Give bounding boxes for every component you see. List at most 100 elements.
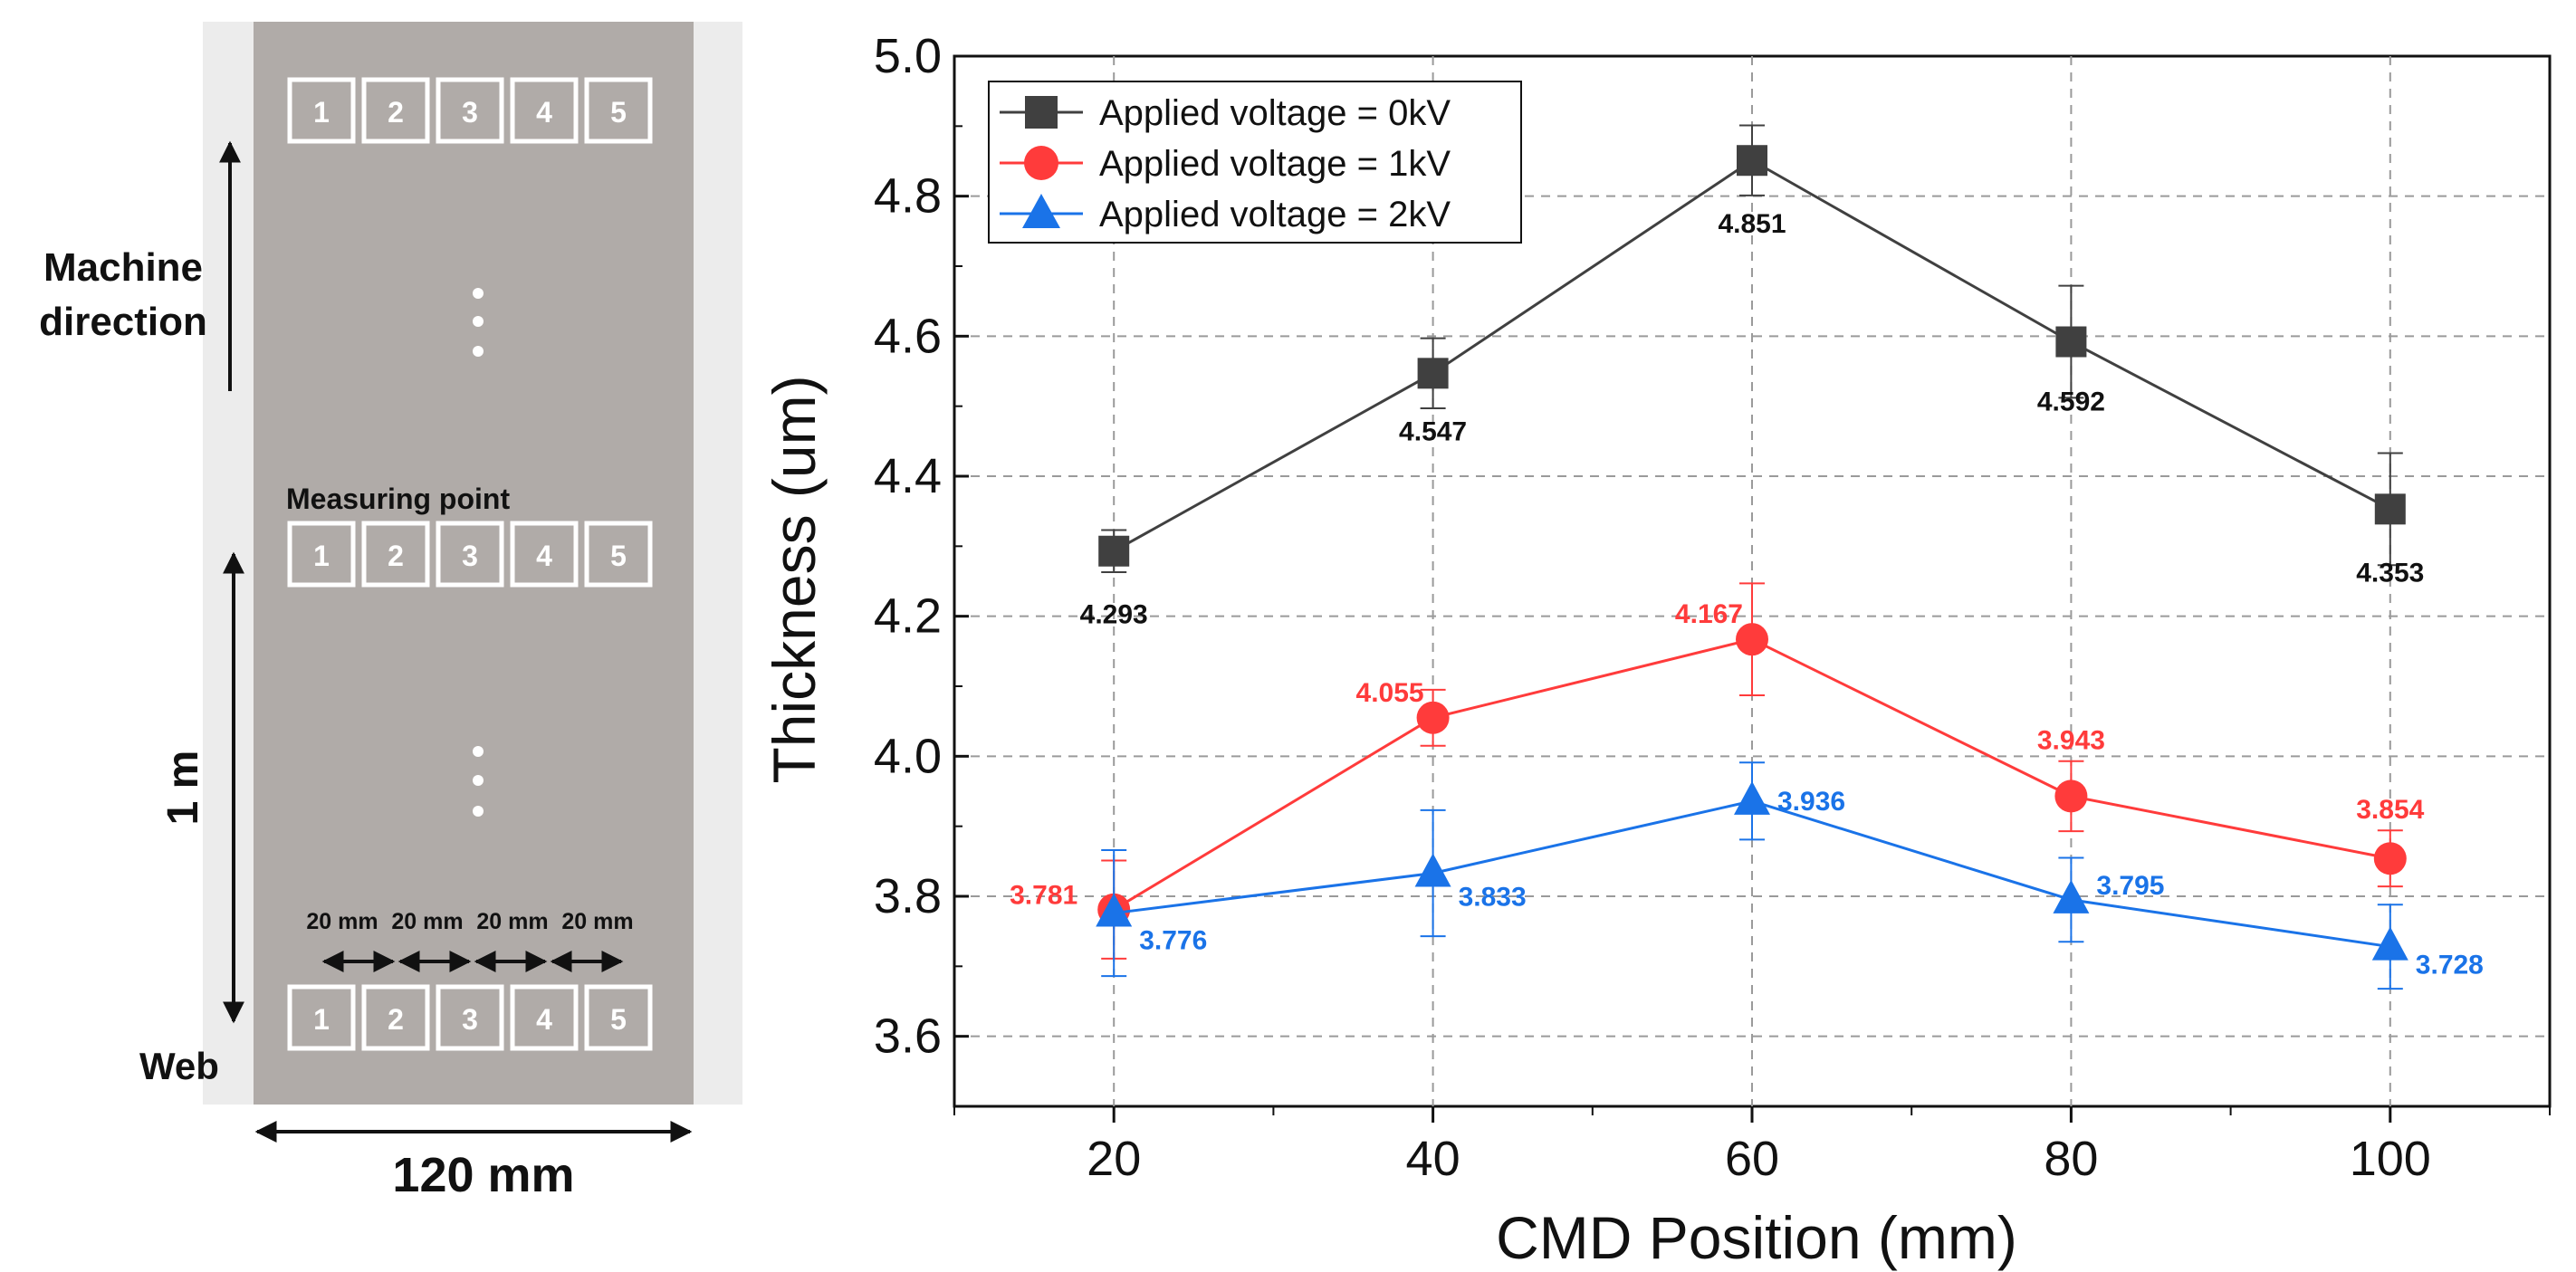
data-point	[1417, 358, 1449, 389]
legend-label: Applied voltage = 1kV	[1099, 144, 1451, 184]
x-tick-label: 80	[2044, 1132, 2098, 1186]
data-label: 4.592	[2037, 387, 2105, 417]
width-label: 120 mm	[392, 1148, 574, 1202]
legend-item-1kV: Applied voltage = 1kV	[1000, 144, 1451, 184]
spacing-label: 20 mm	[306, 909, 378, 934]
measuring-point-box: 2	[361, 984, 430, 1051]
measuring-point-box: 2	[361, 521, 430, 588]
measuring-point-box: 5	[584, 984, 653, 1051]
thickness-chart: 3.6 3.8 4.0 4.2 4.4 4.6 4.8 5.0 20 40 60 80 100 4.29…	[761, 29, 2552, 1271]
data-label: 4.055	[1356, 678, 1424, 708]
length-label: 1 m	[159, 751, 207, 826]
data-point	[1416, 701, 1450, 734]
spacing-label: 20 mm	[561, 909, 633, 934]
point-number: 3	[462, 1003, 478, 1036]
legend: Applied voltage = 0kV Applied voltage = …	[988, 81, 1522, 244]
y-tick-label: 4.6	[874, 309, 942, 363]
data-label: 3.943	[2037, 725, 2105, 755]
series-applied-voltage-2kv: 3.776 3.833 3.936 3.795 3.728	[1096, 761, 2484, 990]
data-label: 3.776	[1139, 926, 1207, 956]
data-point	[1734, 780, 1770, 815]
triangle-marker-icon	[1022, 194, 1060, 228]
data-point	[1098, 535, 1130, 567]
point-number: 2	[388, 1003, 404, 1036]
series-layer: 4.293 4.547 4.851 4.592 4.353 3.781 4.055 4.167…	[1010, 124, 2484, 990]
measuring-point-box: 1	[287, 77, 356, 144]
axis-ticks: 3.6 3.8 4.0 4.2 4.4 4.6 4.8 5.0 20 40 60 80 100	[874, 29, 2551, 1186]
data-point	[2054, 779, 2088, 813]
measuring-point-box: 1	[287, 984, 356, 1051]
data-point	[2055, 326, 2087, 358]
point-number: 1	[313, 540, 330, 572]
ellipsis-dots-upper	[473, 288, 484, 357]
data-point	[2374, 493, 2406, 525]
measuring-point-box: 3	[436, 77, 504, 144]
measuring-point-box: 4	[510, 984, 579, 1051]
data-label: 4.353	[2356, 558, 2424, 588]
y-tick-label: 3.6	[874, 1009, 942, 1064]
data-label: 3.795	[2096, 871, 2164, 901]
data-label: 3.936	[1777, 787, 1845, 817]
point-number: 4	[536, 96, 552, 129]
square-marker-icon	[1025, 96, 1058, 129]
machine-direction-label: Machine	[43, 245, 203, 290]
point-row-middle: 1 2 3 4 5	[287, 521, 653, 588]
measuring-point-box: 5	[584, 77, 653, 144]
x-tick-label: 20	[1087, 1132, 1141, 1186]
measuring-point-box: 2	[361, 77, 430, 144]
point-number: 3	[462, 540, 478, 572]
data-label: 4.293	[1080, 600, 1148, 630]
spacing-label: 20 mm	[476, 909, 548, 934]
data-label: 3.728	[2416, 951, 2484, 980]
y-tick-label: 4.4	[874, 449, 942, 503]
data-point	[2053, 879, 2090, 913]
data-point	[2371, 926, 2408, 961]
y-axis-label: Thickness (um)	[761, 375, 828, 783]
data-point	[1414, 853, 1451, 887]
point-number: 3	[462, 96, 478, 129]
y-tick-label: 4.0	[874, 729, 942, 783]
series-applied-voltage-0kv: 4.293 4.547 4.851 4.592 4.353	[1080, 124, 2424, 630]
measuring-point-box: 5	[584, 521, 653, 588]
point-row-top: 1 2 3 4 5	[287, 77, 653, 144]
spacing-label: 20 mm	[391, 909, 463, 934]
data-label: 3.833	[1459, 882, 1527, 912]
data-point	[2373, 842, 2407, 875]
legend-item-2kV: Applied voltage = 2kV	[1000, 194, 1451, 234]
data-label: 4.547	[1399, 416, 1467, 446]
sample-diagram: 1 2 3 4 5 1 2 3 4 5 1 2 3 4 5 Mach	[39, 22, 742, 1202]
data-point	[1096, 893, 1133, 927]
x-tick-label: 100	[2350, 1132, 2431, 1186]
measuring-point-label: Measuring point	[286, 483, 510, 515]
data-label: 3.781	[1010, 881, 1077, 911]
point-number: 4	[536, 540, 552, 572]
measuring-point-box: 4	[510, 521, 579, 588]
point-number: 1	[313, 96, 330, 129]
machine-direction-label: direction	[39, 300, 207, 344]
point-number: 2	[388, 540, 404, 572]
y-tick-label: 5.0	[874, 29, 942, 83]
series-applied-voltage-1kv: 3.781 4.055 4.167 3.943 3.854	[1010, 582, 2425, 960]
data-label: 3.854	[2356, 795, 2424, 825]
data-label: 4.851	[1718, 209, 1786, 239]
point-number: 4	[536, 1003, 552, 1036]
web-strip	[254, 22, 694, 1105]
data-label: 4.167	[1675, 599, 1743, 629]
data-point	[1737, 145, 1767, 177]
point-number: 5	[610, 1003, 627, 1036]
measuring-point-box: 3	[436, 984, 504, 1051]
data-point	[1736, 623, 1768, 656]
point-number: 2	[388, 96, 404, 129]
y-tick-label: 4.2	[874, 589, 942, 644]
circle-marker-icon	[1024, 146, 1058, 180]
measuring-point-box: 4	[510, 77, 579, 144]
point-row-bottom: 1 2 3 4 5	[287, 984, 653, 1051]
measuring-point-box: 3	[436, 521, 504, 588]
y-tick-label: 3.8	[874, 869, 942, 923]
x-tick-label: 40	[1406, 1132, 1460, 1186]
legend-label: Applied voltage = 0kV	[1099, 93, 1451, 133]
x-axis-label: CMD Position (mm)	[1496, 1204, 2017, 1271]
ellipsis-dots-lower	[473, 746, 484, 817]
legend-label: Applied voltage = 2kV	[1099, 195, 1451, 234]
